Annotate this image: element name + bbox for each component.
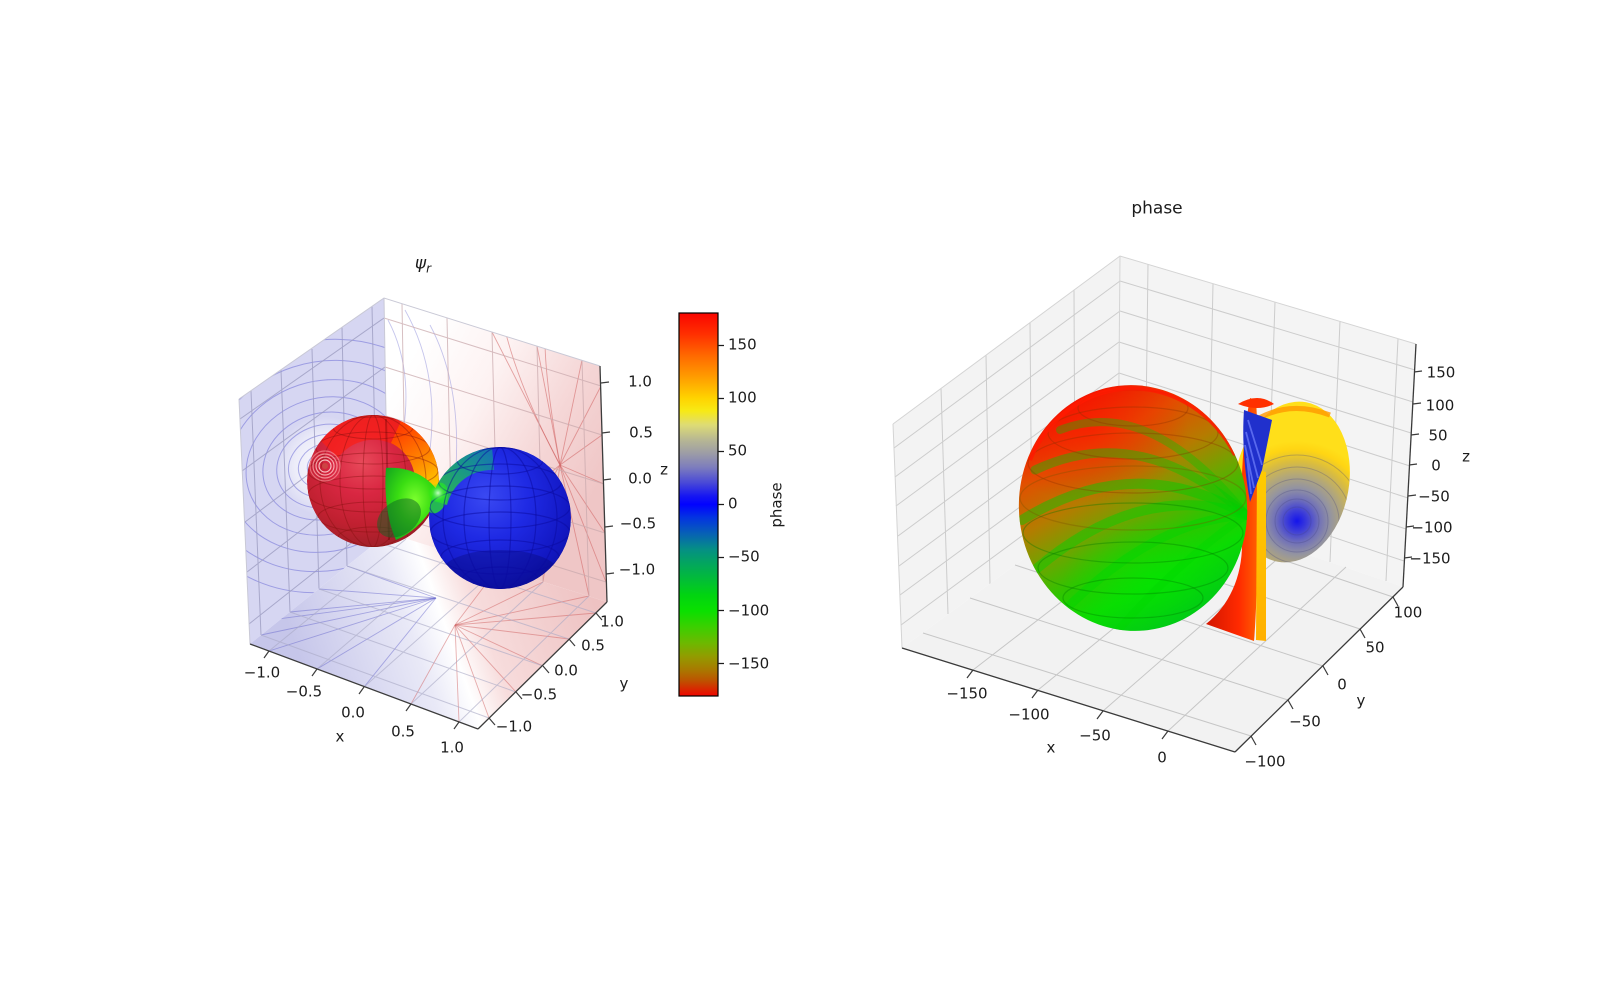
left-z-tick: 0.5 — [629, 423, 653, 442]
left-z-axis-label: z — [660, 460, 668, 479]
left-y-tick: −1.0 — [495, 717, 533, 736]
right-y-axis-spine — [1234, 586, 1404, 753]
right-x-tick: 0 — [1157, 748, 1167, 767]
left-x-tick: −0.5 — [285, 682, 323, 701]
right-left-wall-pane — [893, 256, 1121, 648]
right-z-tick: −100 — [1411, 518, 1453, 537]
right-x-tick: −50 — [1079, 726, 1111, 745]
contact-glow — [428, 483, 448, 503]
colorbar-tick: 100 — [728, 388, 757, 407]
colorbar-tick: −100 — [728, 601, 770, 620]
left-y-tick: 1.0 — [600, 612, 624, 631]
right-z-tick: 100 — [1425, 396, 1455, 415]
left-y-tick: 0.5 — [581, 636, 605, 655]
left-z-tick: 0.0 — [628, 469, 652, 488]
right-y-tick: 100 — [1393, 603, 1423, 622]
red-lobe-sphere — [307, 415, 439, 547]
floor-grid — [260, 538, 597, 723]
fin-yellow-edge — [1256, 470, 1266, 641]
right-x-tick: −150 — [946, 684, 988, 703]
colorbar-axis-label: phase — [767, 482, 786, 528]
right-y-axis-label: y — [1356, 691, 1366, 710]
tick-marks — [263, 381, 615, 730]
right-x-tick: −100 — [1008, 705, 1050, 724]
colorbar-gradient — [678, 312, 719, 697]
colorbar — [678, 312, 724, 697]
left-x-tick: 1.0 — [440, 738, 464, 757]
left-z-tick: 1.0 — [628, 372, 652, 391]
right-x-axis-spine — [901, 647, 1236, 753]
right-z-tick: 50 — [1428, 426, 1448, 445]
z-axis-spine — [599, 365, 608, 603]
right-z-axis-label: z — [1462, 447, 1470, 466]
y-axis-spine — [477, 601, 608, 730]
right-y-tick: 0 — [1337, 675, 1347, 694]
left-x-axis-label: x — [335, 727, 345, 746]
left-z-tick: −1.0 — [618, 560, 656, 579]
right-y-tick: 50 — [1365, 638, 1385, 657]
axis-spines — [249, 365, 608, 730]
floor-contours-blue — [254, 565, 437, 688]
right-tick-marks — [966, 370, 1423, 746]
right-z-tick: −50 — [1418, 487, 1450, 506]
balloon-green-stripes — [1017, 418, 1251, 632]
right-z-tick: 150 — [1426, 363, 1456, 382]
colorbar-tick: 150 — [728, 335, 757, 354]
colorbar-tick: −50 — [728, 547, 760, 566]
fin-top-curl — [1238, 398, 1274, 408]
colorbar-tick-marks — [718, 344, 724, 665]
left-plot — [238, 297, 615, 730]
right-z-tick: 0 — [1431, 456, 1441, 475]
x-axis-spine — [249, 643, 479, 730]
colorbar-tick: 50 — [728, 441, 748, 460]
right-plot — [892, 255, 1423, 753]
left-y-tick: 0.0 — [554, 661, 578, 680]
balloon-mesh — [1019, 389, 1247, 619]
left-x-tick: 0.5 — [391, 722, 415, 741]
right-y-tick: −50 — [1289, 712, 1321, 731]
psi-subscript: r — [426, 261, 432, 276]
left-z-tick: −0.5 — [619, 514, 657, 533]
left-x-tick: −1.0 — [243, 663, 281, 682]
colorbar-tick: −150 — [728, 654, 770, 673]
right-y-tick: −100 — [1244, 752, 1286, 771]
right-plot-title: phase — [1131, 198, 1183, 219]
left-plot-title: ψr — [414, 253, 432, 276]
psi-glyph: ψ — [414, 253, 427, 274]
left-x-tick: 0.0 — [341, 703, 365, 722]
floor-contours-red — [410, 567, 597, 723]
right-x-axis-label: x — [1046, 738, 1056, 757]
right-z-tick: −150 — [1409, 549, 1451, 568]
blue-wedge — [1243, 410, 1272, 502]
phase-bullseye — [309, 450, 341, 482]
left-y-axis-label: y — [619, 674, 629, 693]
left-y-tick: −0.5 — [520, 685, 558, 704]
colorbar-tick: 0 — [728, 494, 738, 513]
